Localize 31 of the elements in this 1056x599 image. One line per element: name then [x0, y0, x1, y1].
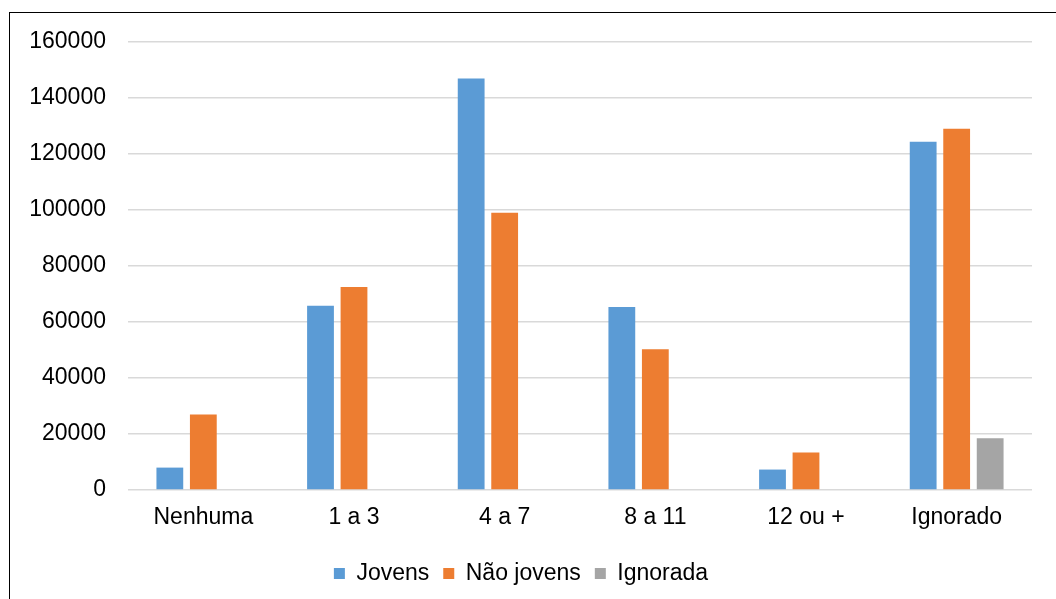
x-tick-label: 1 a 3: [328, 503, 380, 530]
bar: [792, 452, 820, 490]
bar: [909, 141, 937, 490]
y-tick-label: 20000: [42, 419, 106, 446]
y-tick-label: 0: [93, 475, 106, 502]
bar: [943, 128, 971, 490]
x-tick-label: 8 a 11: [624, 503, 687, 530]
legend-label: Ignorada: [617, 558, 709, 585]
bar: [759, 469, 786, 490]
bar: [189, 414, 217, 490]
y-tick-label: 160000: [29, 27, 106, 54]
bar: [307, 305, 334, 490]
legend-label: Jovens: [356, 558, 430, 585]
legend-label: Não jovens: [465, 558, 581, 585]
bar: [457, 78, 485, 490]
bar: [340, 287, 368, 490]
bar: [641, 349, 669, 490]
y-tick-label: 100000: [29, 195, 106, 222]
y-tick-label: 60000: [42, 307, 106, 334]
bar: [491, 212, 519, 490]
y-tick-label: 140000: [29, 83, 106, 110]
x-tick-label: Ignorado: [911, 503, 1003, 530]
y-tick-label: 120000: [29, 139, 106, 166]
y-tick-label: 80000: [42, 251, 106, 278]
x-tick-label: Nenhuma: [153, 503, 254, 530]
bar: [608, 306, 636, 490]
bar: [976, 438, 1004, 490]
bar: [156, 467, 184, 490]
x-tick-label: 12 ou +: [767, 503, 845, 530]
x-tick-label: 4 a 7: [479, 503, 531, 530]
y-tick-label: 40000: [42, 363, 106, 390]
